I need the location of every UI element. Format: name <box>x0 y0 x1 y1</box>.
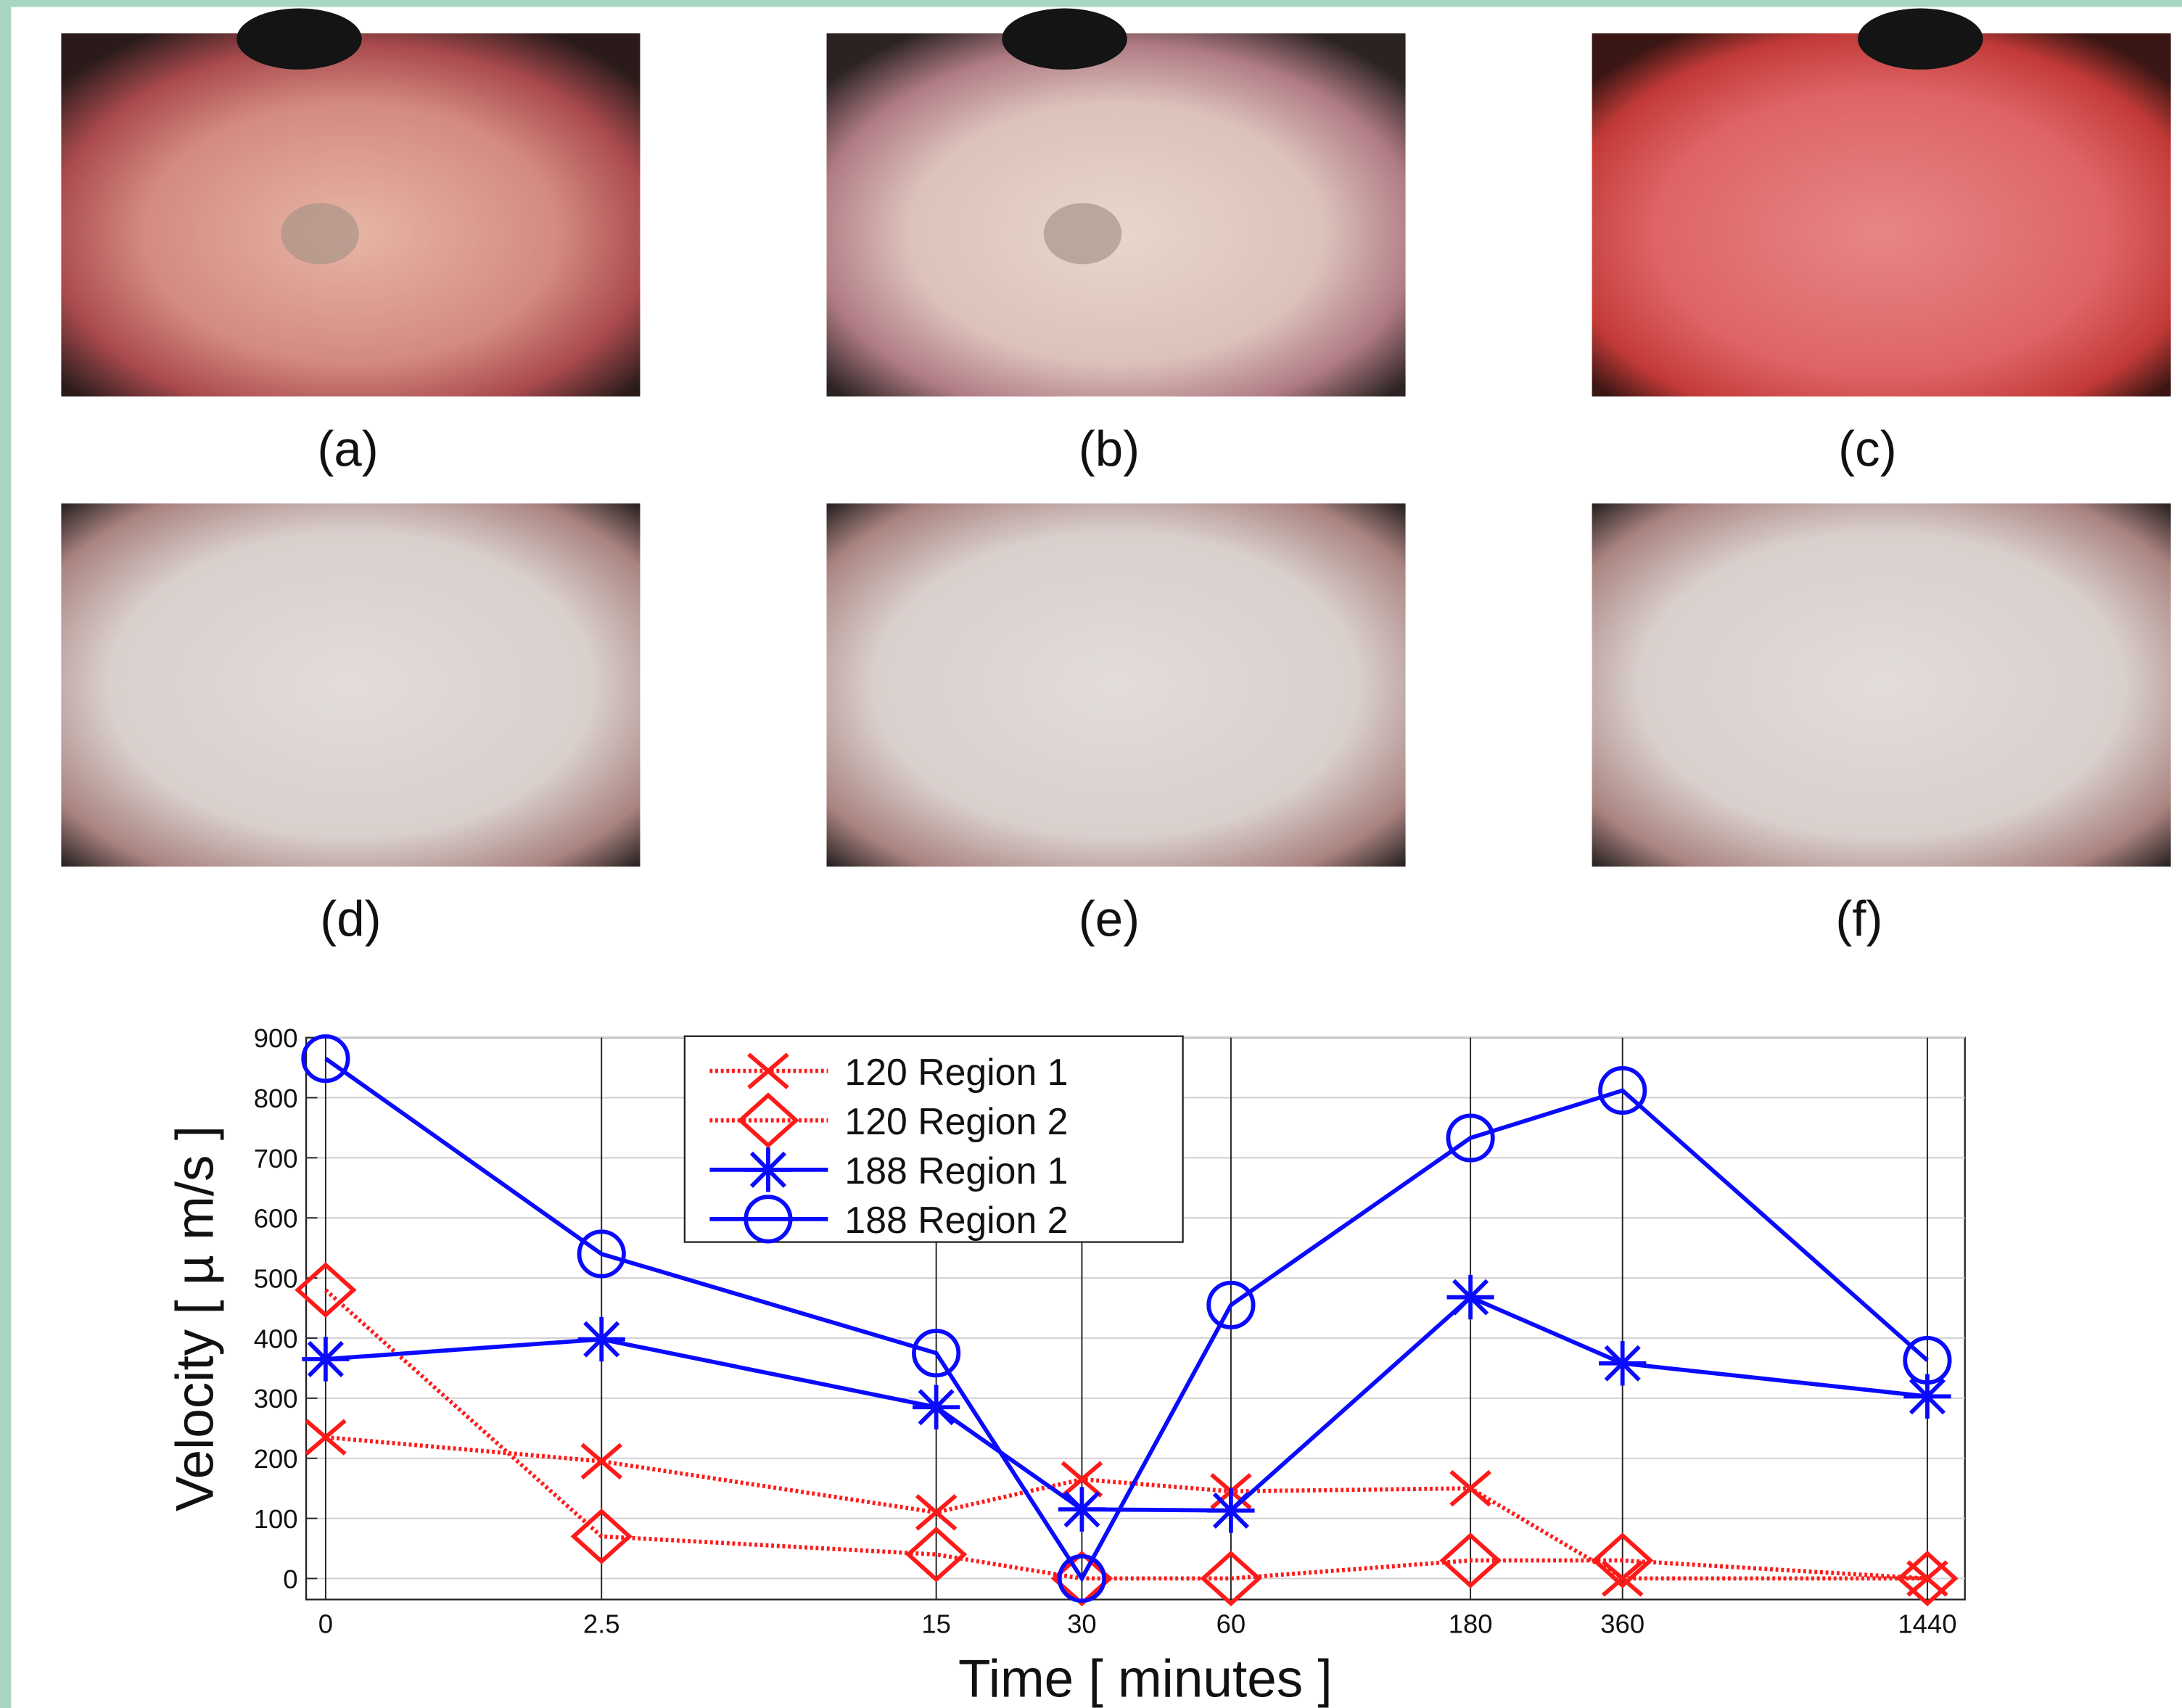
panel-label: (b) <box>1079 420 1140 476</box>
y-tick-label: 100 <box>254 1504 298 1534</box>
photo <box>827 503 1406 867</box>
legend-label: 188 Region 2 <box>844 1199 1068 1241</box>
marker <box>1446 1275 1494 1319</box>
y-tick-label: 800 <box>254 1084 298 1113</box>
x-tick-label: 2.5 <box>583 1609 620 1638</box>
photo <box>827 33 1406 397</box>
figure: (a) (b) (c) (d) (e) (f) Time [ minutes ]… <box>0 0 2182 1708</box>
marker <box>913 1385 960 1429</box>
photo-spot <box>281 203 359 264</box>
y-tick-label: 900 <box>254 1023 298 1053</box>
photo <box>1592 503 2171 867</box>
panel-label: (f) <box>1835 891 1882 947</box>
photo-spot <box>1044 203 1121 264</box>
marker <box>302 1337 349 1381</box>
x-tick-label: 15 <box>921 1609 951 1638</box>
photo <box>61 503 640 867</box>
y-tick-label: 400 <box>254 1324 298 1353</box>
legend-marker <box>744 1147 791 1192</box>
photo-shadow <box>236 9 362 70</box>
panel-label: (a) <box>317 420 378 476</box>
panel-label: (d) <box>320 891 381 947</box>
marker <box>1058 1487 1106 1531</box>
y-tick-label: 200 <box>254 1444 298 1474</box>
marker <box>1599 1341 1646 1385</box>
y-tick-label: 700 <box>254 1144 298 1173</box>
panel-label: (c) <box>1838 420 1897 476</box>
marker <box>1207 1488 1254 1532</box>
legend-label: 120 Region 2 <box>844 1100 1068 1142</box>
page: {"panels": [{"label": "(a)"}, {"label": … <box>0 0 2182 1708</box>
photo-shadow <box>1858 9 1983 70</box>
x-axis-label: Time [ minutes ] <box>958 1650 1333 1708</box>
legend-label: 120 Region 1 <box>844 1051 1068 1093</box>
y-tick-label: 300 <box>254 1384 298 1414</box>
legend-label: 188 Region 1 <box>844 1150 1068 1192</box>
x-tick-label: 360 <box>1600 1609 1644 1638</box>
y-axis-label: Velocity [ µ m/s ] <box>165 1126 224 1511</box>
panel-label: (e) <box>1079 891 1140 947</box>
x-tick-label: 60 <box>1216 1609 1246 1638</box>
y-tick-label: 500 <box>254 1264 298 1294</box>
y-tick-label: 0 <box>283 1564 297 1594</box>
x-tick-label: 180 <box>1449 1609 1493 1638</box>
x-tick-label: 30 <box>1067 1609 1097 1638</box>
x-tick-label: 0 <box>318 1609 333 1638</box>
photo-shadow <box>1002 9 1127 70</box>
x-tick-label: 1440 <box>1898 1609 1956 1638</box>
marker <box>578 1317 625 1361</box>
photo <box>1592 33 2171 397</box>
y-tick-label: 600 <box>254 1204 298 1234</box>
